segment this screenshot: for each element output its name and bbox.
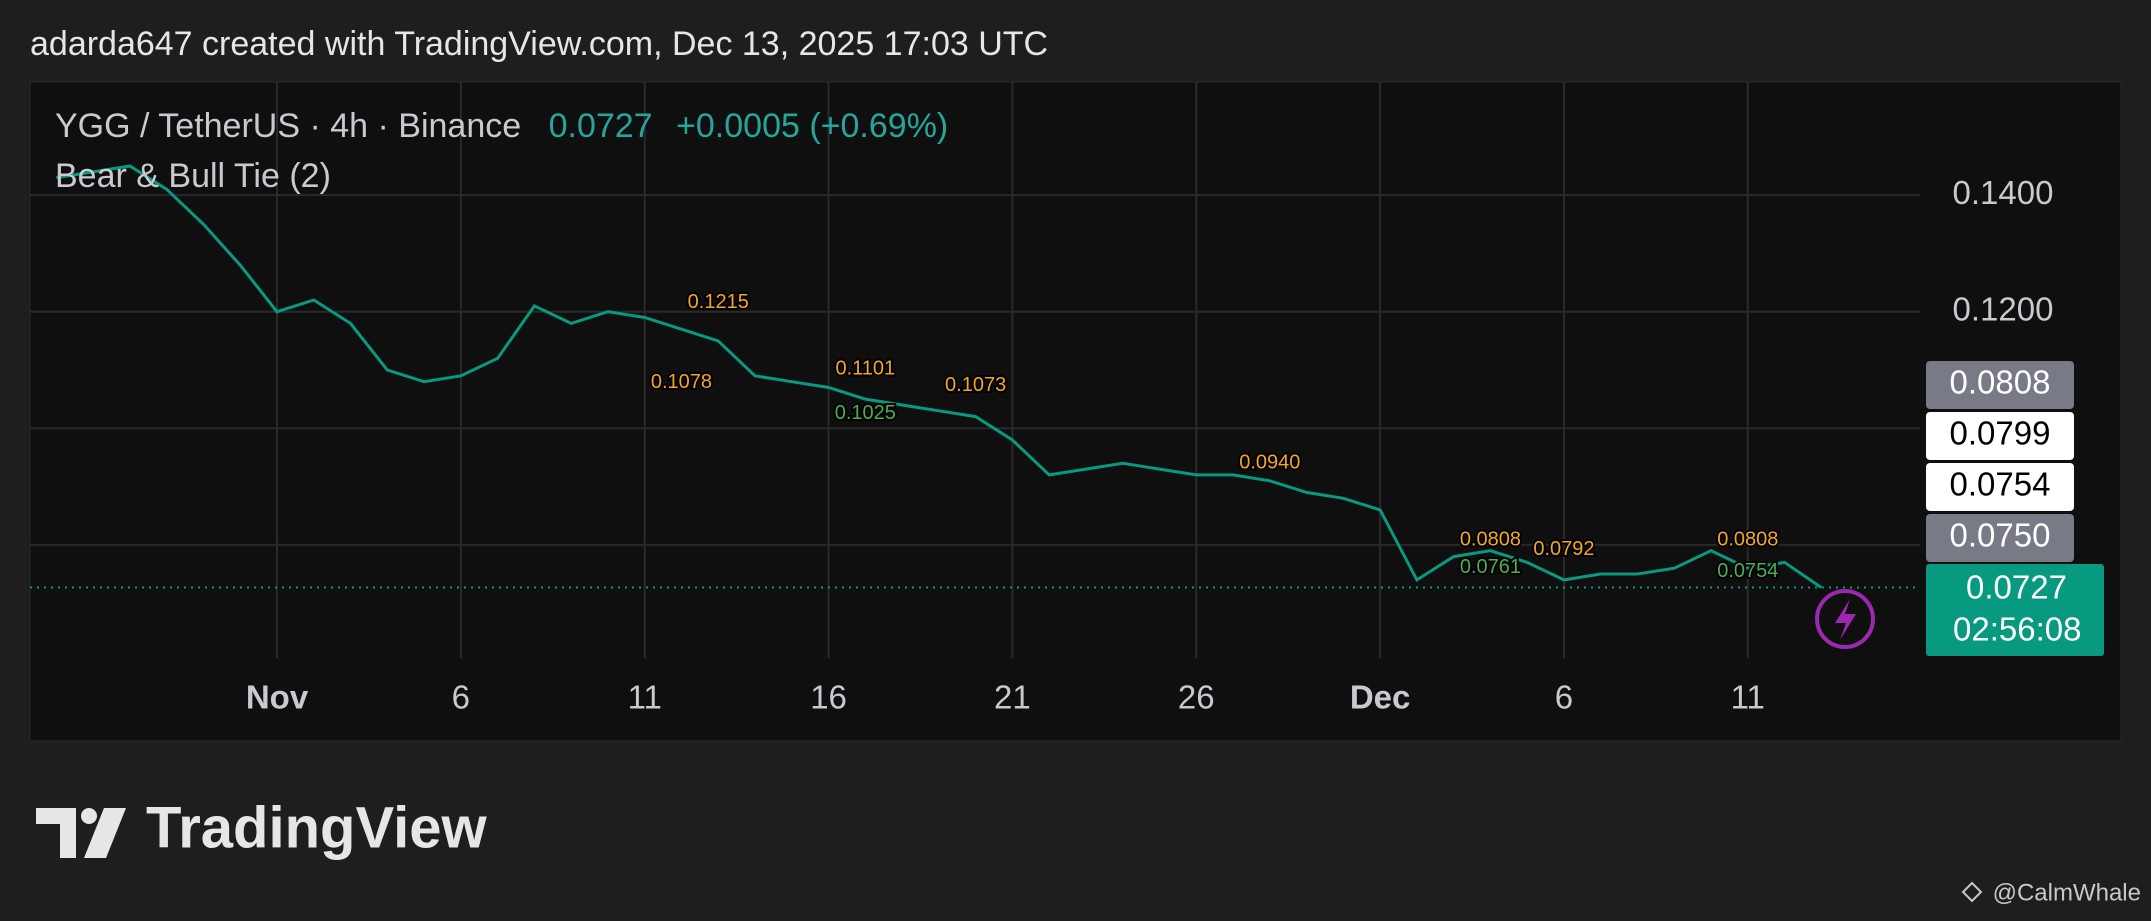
x-tick-label: 26: [1178, 679, 1215, 716]
credit-icon: [1961, 881, 1983, 903]
brand-name: TradingView: [146, 795, 487, 860]
caption: adarda647 created with TradingView.com, …: [30, 25, 1048, 63]
legend-symbol: YGG / TetherUS · 4h · Binance: [55, 107, 521, 145]
price-badge-label: 0.0750: [1950, 517, 2051, 554]
alert-icon[interactable]: [1815, 589, 1875, 649]
annotation: 0.0792: [1533, 538, 1594, 560]
alert-bolt: [1835, 599, 1856, 640]
annotation: 0.1215: [688, 291, 749, 313]
credit: @CalmWhale: [1993, 879, 2141, 906]
x-tick-label: Nov: [246, 679, 309, 716]
x-tick-label: 6: [452, 679, 470, 716]
price-badge-label: 0.0754: [1950, 466, 2051, 503]
x-tick-label: 11: [628, 679, 662, 716]
annotation: 0.1025: [835, 402, 896, 424]
legend: YGG / TetherUS · 4h · Binance 0.0727 +0.…: [55, 107, 948, 145]
x-tick-label: 21: [994, 679, 1031, 716]
last-price-label: 0.0727: [1966, 569, 2067, 606]
chart-panel: [29, 81, 2122, 742]
annotation: 0.0940: [1239, 452, 1300, 474]
price-line: [56, 164, 1823, 589]
annotation: 0.0808: [1717, 529, 1778, 551]
price-badge-label: 0.0808: [1950, 364, 2051, 401]
legend-change: +0.0005 (+0.69%): [676, 107, 948, 145]
price-badge: [1926, 361, 2074, 409]
price-badge: [1926, 412, 2074, 460]
countdown: 02:56:08: [1953, 611, 2081, 648]
annotation: 0.1101: [835, 358, 895, 380]
price-badge-label: 0.0799: [1950, 415, 2051, 452]
annotation: 0.0754: [1717, 560, 1778, 582]
brand-logo: [36, 808, 126, 858]
legend-price: 0.0727: [549, 107, 653, 145]
x-tick-label: 16: [810, 679, 847, 716]
annotation: 0.0761: [1460, 556, 1521, 578]
plot: 0.14000.12000.10000.0800Nov611162126Dec6…: [30, 82, 2104, 716]
y-tick-label: 0.1200: [1953, 290, 2054, 327]
annotation: 0.1073: [945, 374, 1006, 396]
price-badge: [1926, 514, 2074, 562]
price-badge: [1926, 463, 2074, 511]
annotation: 0.1078: [651, 371, 712, 393]
y-tick-label: 0.1400: [1953, 174, 2054, 211]
annotation: 0.0808: [1460, 529, 1521, 551]
x-tick-label: 11: [1731, 679, 1765, 716]
indicator-name: Bear & Bull Tie (2): [55, 157, 331, 195]
x-tick-label: Dec: [1350, 679, 1411, 716]
x-tick-label: 6: [1555, 679, 1573, 716]
last-price-badge: [1926, 564, 2104, 656]
